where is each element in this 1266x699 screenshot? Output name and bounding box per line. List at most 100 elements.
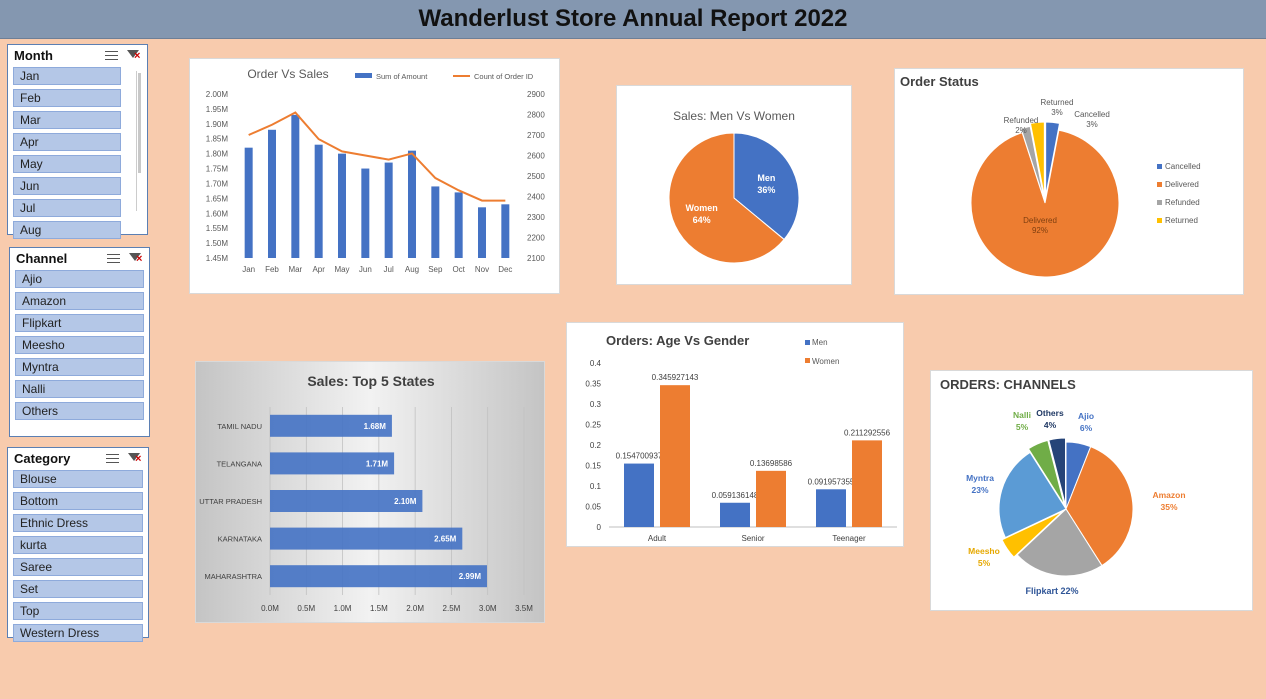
month-item-jun[interactable]: Jun bbox=[13, 177, 121, 195]
pie-slice-flipkart bbox=[1016, 508, 1103, 577]
month-item-aug[interactable]: Aug bbox=[13, 221, 121, 239]
bar bbox=[270, 527, 463, 550]
category-item-top[interactable]: Top bbox=[13, 602, 143, 620]
y-tick-label: 0 bbox=[597, 523, 602, 532]
channel-item-flipkart[interactable]: Flipkart bbox=[15, 314, 144, 332]
y2-tick-label: 2900 bbox=[527, 90, 545, 99]
category-item-kurta[interactable]: kurta bbox=[13, 536, 143, 554]
data-label: 0.211292556 bbox=[844, 428, 891, 437]
bar bbox=[244, 147, 253, 258]
category-item-set[interactable]: Set bbox=[13, 580, 143, 598]
age-vs-gender-chart: Orders: Age Vs Gender Men Women 0.4 0.35 0.3 0… bbox=[585, 333, 897, 543]
pie-label-name: Others bbox=[1036, 408, 1064, 418]
y-tick-label: 2.00M bbox=[206, 90, 229, 99]
category-slicer-items: Blouse Bottom Ethnic Dress kurta Saree S… bbox=[8, 468, 148, 648]
bar bbox=[624, 463, 654, 527]
channel-slicer[interactable]: Channel Ajio Amazon Flipkart Meesho Mynt… bbox=[9, 247, 150, 437]
pie-label-name: Delivered bbox=[1023, 216, 1057, 225]
legend-label: Returned bbox=[1165, 216, 1198, 225]
clear-filter-icon[interactable] bbox=[129, 252, 143, 265]
multi-select-icon[interactable] bbox=[106, 452, 120, 465]
bar bbox=[361, 168, 370, 258]
pie-label-name: Meesho bbox=[968, 546, 1000, 556]
bar bbox=[454, 192, 463, 258]
x-tick-label: 2.5M bbox=[443, 604, 461, 613]
clear-filter-icon[interactable] bbox=[127, 49, 141, 62]
multi-select-icon[interactable] bbox=[107, 252, 121, 265]
bar bbox=[816, 489, 846, 527]
y-tick-label: 0.3 bbox=[590, 400, 602, 409]
pie-slice-returned bbox=[1029, 121, 1045, 197]
pie-slice-myntra bbox=[998, 451, 1067, 539]
bar bbox=[384, 162, 393, 258]
chart-title: Order Status bbox=[900, 74, 979, 89]
month-slicer[interactable]: Month Jan Feb Mar Apr May Jun Jul Aug bbox=[7, 44, 148, 239]
month-item-may[interactable]: May bbox=[13, 155, 121, 173]
age-vs-gender-card[interactable]: Orders: Age Vs Gender Men Women 0.4 0.35 0.3 0… bbox=[566, 322, 904, 547]
month-item-feb[interactable]: Feb bbox=[13, 89, 121, 107]
channel-item-meesho[interactable]: Meesho bbox=[15, 336, 144, 354]
x-tick-label: 3.5M bbox=[515, 604, 533, 613]
pie-label-name: Amazon bbox=[1152, 490, 1185, 500]
month-slicer-header: Month bbox=[8, 45, 147, 65]
order-status-card[interactable]: Order Status Cancelled 3% Delivered 92% Refun… bbox=[894, 68, 1244, 295]
month-slicer-scrollbar[interactable] bbox=[136, 71, 143, 211]
pie-label-value: 35% bbox=[1160, 502, 1177, 512]
channel-item-nalli[interactable]: Nalli bbox=[15, 380, 144, 398]
x-tick-label: Mar bbox=[288, 265, 302, 274]
y-tick-label: 1.55M bbox=[206, 224, 229, 233]
y-tick-label: 0.25 bbox=[585, 421, 601, 430]
legend-label: Women bbox=[812, 357, 839, 366]
category-item-blouse[interactable]: Blouse bbox=[13, 470, 143, 488]
x-tick-label: 0.5M bbox=[297, 604, 315, 613]
pie-slice-cancelled bbox=[1045, 121, 1061, 197]
top-5-states-card[interactable]: Sales: Top 5 States 0.0M 0.5M 1.0M 1.5M 2.0M 2… bbox=[195, 361, 545, 623]
men-vs-women-card[interactable]: Sales: Men Vs Women Men 36% Women 64% bbox=[616, 85, 852, 285]
month-item-mar[interactable]: Mar bbox=[13, 111, 121, 129]
clear-filter-icon[interactable] bbox=[128, 452, 142, 465]
x-tick-label: Apr bbox=[312, 265, 325, 274]
x-tick-label: Oct bbox=[452, 265, 465, 274]
bar bbox=[756, 470, 786, 527]
y-tick-label: UTTAR PRADESH bbox=[199, 497, 262, 506]
legend-label: Delivered bbox=[1165, 180, 1199, 189]
x-tick-label: Adult bbox=[648, 534, 667, 543]
category-item-bottom[interactable]: Bottom bbox=[13, 492, 143, 510]
category-item-saree[interactable]: Saree bbox=[13, 558, 143, 576]
y-tick-label: 0.4 bbox=[590, 359, 602, 368]
bar bbox=[720, 502, 750, 527]
category-item-ethnic-dress[interactable]: Ethnic Dress bbox=[13, 514, 143, 532]
category-slicer[interactable]: Category Blouse Bottom Ethnic Dress kurt… bbox=[7, 447, 149, 642]
channel-slicer-title: Channel bbox=[16, 250, 68, 266]
x-tick-label: May bbox=[334, 265, 349, 274]
y-tick-label: 1.65M bbox=[206, 194, 229, 203]
month-item-apr[interactable]: Apr bbox=[13, 133, 121, 151]
y2-tick-label: 2200 bbox=[527, 234, 545, 243]
x-tick-label: Nov bbox=[475, 265, 489, 274]
top-5-states-chart: Sales: Top 5 States 0.0M 0.5M 1.0M 1.5M 2.0M 2… bbox=[199, 373, 533, 613]
channel-item-others[interactable]: Others bbox=[15, 402, 144, 420]
month-item-jan[interactable]: Jan bbox=[13, 67, 121, 85]
category-item-western-dress[interactable]: Western Dress bbox=[13, 624, 143, 642]
bar bbox=[852, 440, 882, 527]
order-vs-sales-card[interactable]: Order Vs Sales Sum of Amount Count of Orde… bbox=[189, 58, 560, 294]
bar bbox=[431, 186, 440, 258]
x-tick-label: Jul bbox=[384, 265, 394, 274]
y2-tick-label: 2300 bbox=[527, 213, 545, 222]
bar bbox=[314, 144, 323, 258]
channel-item-myntra[interactable]: Myntra bbox=[15, 358, 144, 376]
bar bbox=[291, 114, 300, 258]
channel-item-amazon[interactable]: Amazon bbox=[15, 292, 144, 310]
x-tick-label: Dec bbox=[498, 265, 512, 274]
orders-channels-card[interactable]: ORDERS: CHANNELS Ajio 6% Amazon 35% Flipkart … bbox=[930, 370, 1253, 611]
channel-item-ajio[interactable]: Ajio bbox=[15, 270, 144, 288]
y-tick-label: MAHARASHTRA bbox=[204, 572, 262, 581]
multi-select-icon[interactable] bbox=[105, 49, 119, 62]
bar bbox=[478, 207, 486, 258]
x-tick-label: Aug bbox=[405, 265, 419, 274]
month-item-jul[interactable]: Jul bbox=[13, 199, 121, 217]
pie-label-name: Ajio bbox=[1078, 411, 1094, 421]
bar bbox=[268, 129, 276, 258]
data-label: 2.65M bbox=[434, 535, 457, 544]
legend-label: Sum of Amount bbox=[376, 72, 428, 81]
